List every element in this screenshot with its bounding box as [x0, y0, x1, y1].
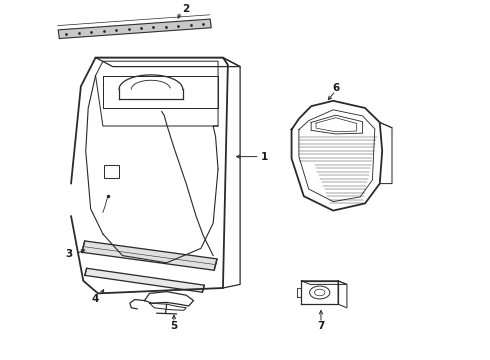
Text: 4: 4: [92, 294, 99, 304]
Text: 2: 2: [183, 4, 190, 14]
Polygon shape: [58, 19, 211, 39]
Text: 6: 6: [332, 83, 339, 93]
Text: 7: 7: [317, 321, 325, 331]
Polygon shape: [85, 268, 204, 292]
Text: 3: 3: [65, 249, 72, 259]
Polygon shape: [82, 241, 217, 270]
Bar: [104, 165, 119, 178]
Text: 1: 1: [261, 152, 268, 162]
Text: 5: 5: [171, 321, 177, 331]
